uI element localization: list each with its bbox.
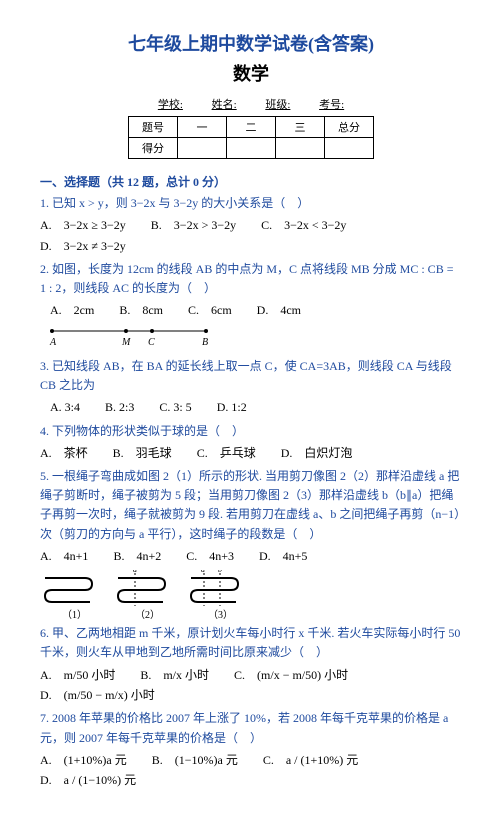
option: D. (m/50 − m/x) 小时 [40, 685, 155, 705]
option: D. 4cm [257, 300, 301, 320]
option: D. 3−2x ≠ 3−2y [40, 236, 126, 256]
option: D. 4n+5 [259, 546, 307, 566]
question-1: 1. 已知 x > y，则 3−2x 与 3−2y 的大小关系是（ ） [40, 194, 462, 213]
svg-text:a: a [201, 570, 205, 574]
option: C. 3: 5 [159, 397, 191, 417]
info-name: 姓名: [204, 96, 244, 112]
info-school: 学校: [150, 96, 190, 112]
q4-options: A. 茶杯 B. 羽毛球 C. 乒乓球 D. 白炽灯泡 [40, 443, 462, 463]
option: B. 3−2x > 3−2y [151, 215, 236, 235]
fig-label: （2） [135, 609, 160, 620]
doc-title: 七年级上期中数学试卷(含答案) [40, 30, 462, 56]
question-5: 5. 一根绳子弯曲成如图 2（1）所示的形状. 当用剪刀像图 2（2）那样沿虚线… [40, 467, 462, 544]
option: D. a / (1−10%) 元 [40, 770, 136, 790]
option: B. 羽毛球 [113, 443, 172, 463]
table-row: 得分 [129, 138, 374, 159]
line-segment-diagram: A M C B [46, 325, 216, 349]
question-6: 6. 甲、乙两地相距 m 千米，原计划火车每小时行 x 千米. 若火车实际每小时… [40, 624, 462, 662]
option: C. 乒乓球 [197, 443, 256, 463]
col-total: 总分 [325, 117, 374, 138]
option: A. 3:4 [50, 397, 80, 417]
option: A. m/50 小时 [40, 665, 115, 685]
option: D. 1:2 [217, 397, 247, 417]
rope-fig-2: a （2） [113, 570, 173, 620]
option: C. 3−2x < 3−2y [261, 215, 346, 235]
section-header: 一、选择题（共 12 题，总计 0 分） [40, 173, 462, 190]
col-1: 一 [178, 117, 227, 138]
q2-options: A. 2cm B. 8cm C. 6cm D. 4cm [50, 300, 462, 320]
q3-options: A. 3:4 B. 2:3 C. 3: 5 D. 1:2 [50, 397, 462, 417]
q6-options: A. m/50 小时 B. m/x 小时 C. (m/x − m/50) 小时 … [40, 665, 462, 706]
option: C. 6cm [188, 300, 232, 320]
q5-figure: （1） a （2） a b （3） [40, 570, 462, 620]
col-2: 二 [227, 117, 276, 138]
q5-options: A. 4n+1 B. 4n+2 C. 4n+3 D. 4n+5 [40, 546, 462, 566]
option: B. 8cm [119, 300, 163, 320]
row-label: 题号 [129, 117, 178, 138]
table-row: 题号 一 二 三 总分 [129, 117, 374, 138]
option: A. 2cm [50, 300, 94, 320]
svg-text:A: A [49, 337, 57, 348]
col-3: 三 [276, 117, 325, 138]
svg-text:B: B [202, 337, 208, 348]
question-4: 4. 下列物体的形状类似于球的是（ ） [40, 422, 462, 441]
option: C. 4n+3 [186, 546, 234, 566]
info-class: 班级: [258, 96, 298, 112]
option: B. m/x 小时 [140, 665, 209, 685]
option: D. 白炽灯泡 [281, 443, 353, 463]
question-7: 7. 2008 年苹果的价格比 2007 年上涨了 10%，若 2008 年每千… [40, 709, 462, 747]
option: C. (m/x − m/50) 小时 [234, 665, 348, 685]
option: A. (1+10%)a 元 [40, 750, 127, 770]
option: A. 4n+1 [40, 546, 88, 566]
q1-options: A. 3−2x ≥ 3−2y B. 3−2x > 3−2y C. 3−2x < … [40, 215, 462, 256]
score-table: 题号 一 二 三 总分 得分 [128, 116, 374, 159]
doc-subtitle: 数学 [40, 60, 462, 86]
fig-label: （1） [62, 609, 87, 620]
svg-text:b: b [218, 570, 222, 574]
question-2: 2. 如图，长度为 12cm 的线段 AB 的中点为 M，C 点将线段 MB 分… [40, 260, 462, 298]
question-3: 3. 已知线段 AB，在 BA 的延长线上取一点 C，使 CA=3AB，则线段 … [40, 357, 462, 395]
q2-figure: A M C B [46, 325, 462, 353]
option: B. (1−10%)a 元 [152, 750, 238, 770]
svg-text:C: C [148, 337, 155, 348]
option: B. 2:3 [105, 397, 134, 417]
info-examno: 考号: [312, 96, 352, 112]
option: A. 茶杯 [40, 443, 88, 463]
info-line: 学校: 姓名: 班级: 考号: [40, 96, 462, 112]
fig-label: （3） [208, 609, 233, 620]
q7-options: A. (1+10%)a 元 B. (1−10%)a 元 C. a / (1+10… [40, 750, 462, 791]
option: B. 4n+2 [113, 546, 161, 566]
svg-text:M: M [121, 337, 131, 348]
rope-fig-3: a b （3） [186, 570, 246, 620]
rope-fig-1: （1） [40, 570, 100, 620]
svg-text:a: a [133, 570, 137, 574]
option: A. 3−2x ≥ 3−2y [40, 215, 126, 235]
option: C. a / (1+10%) 元 [263, 750, 358, 770]
row-label: 得分 [129, 138, 178, 159]
